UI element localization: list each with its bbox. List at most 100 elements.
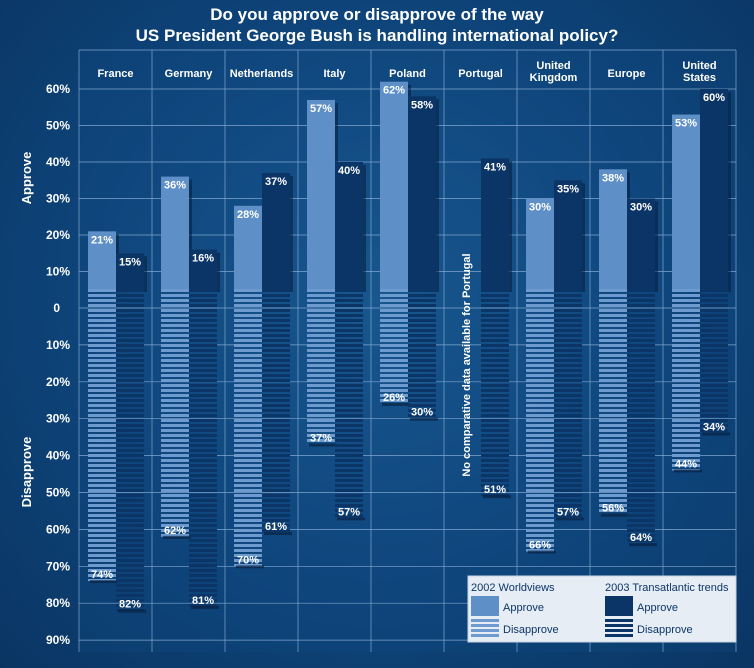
bar-2002-approve-france-value: 21% xyxy=(91,234,113,246)
bar-shadow xyxy=(264,532,292,536)
legend-swatch-2002-disapprove-stripe xyxy=(471,629,499,632)
bar-2002-approve-netherlands xyxy=(234,205,262,289)
bar-2003-approve-netherlands xyxy=(262,172,290,289)
bar-2003-approve-france xyxy=(116,253,144,289)
y-tick-label: 90% xyxy=(46,633,70,647)
bar-2003-disapprove-portugal xyxy=(481,289,509,497)
legend-swatch-2002-disapprove-stripe xyxy=(471,624,499,627)
legend-label-2003-approve: Approve xyxy=(637,602,678,614)
bar-2003-disapprove-poland xyxy=(408,289,436,417)
bar-shadow xyxy=(191,605,219,609)
bar-2003-disapprove-europe-value: 64% xyxy=(630,532,652,544)
bar-2002-approve-france xyxy=(88,231,116,289)
category-label: Portugal xyxy=(458,68,503,80)
category-label: Netherlands xyxy=(230,68,294,80)
legend-swatch-2003-disapprove-stripe xyxy=(605,619,633,622)
bar-2002-disapprove-united-kingdom xyxy=(526,289,554,552)
bar-2003-disapprove-netherlands-value: 61% xyxy=(265,521,287,533)
y-tick-label: 20% xyxy=(46,375,70,389)
category-label: Europe xyxy=(608,68,646,80)
bar-shadow xyxy=(483,495,511,499)
chart-title-line-1: Do you approve or disapprove of the way xyxy=(210,5,544,24)
y-tick-label: 30% xyxy=(46,412,70,426)
bar-2002-approve-europe xyxy=(599,169,627,289)
bar-2003-approve-germany-value: 16% xyxy=(192,253,214,265)
y-tick-label: 20% xyxy=(46,228,70,242)
bar-2002-disapprove-europe-value: 56% xyxy=(602,503,624,515)
legend-swatch-2003-disapprove-stripe xyxy=(605,629,633,632)
bar-2002-approve-germany-value: 36% xyxy=(164,180,186,192)
bar-2003-approve-italy-value: 40% xyxy=(338,165,360,177)
bar-2002-disapprove-poland-value: 26% xyxy=(383,392,405,404)
bar-2002-disapprove-france xyxy=(88,289,116,582)
bar-2003-disapprove-netherlands xyxy=(262,289,290,532)
bar-2002-disapprove-netherlands xyxy=(234,289,262,567)
legend-swatch-2002-disapprove-stripe xyxy=(471,634,499,637)
bar-2003-approve-europe-value: 30% xyxy=(630,202,652,214)
bar-2002-approve-united-states-value: 53% xyxy=(675,118,697,130)
legend-swatch-2002-disapprove-stripe xyxy=(471,619,499,622)
bar-shadow xyxy=(674,469,702,473)
bar-2003-disapprove-italy-value: 57% xyxy=(338,506,360,518)
category-label: Poland xyxy=(389,68,426,80)
bar-2003-disapprove-portugal-value: 51% xyxy=(484,484,506,496)
y-tick-label: 0 xyxy=(53,301,60,315)
bar-2002-approve-germany xyxy=(161,176,189,289)
bar-2003-disapprove-france-value: 82% xyxy=(119,599,141,611)
bar-shadow xyxy=(410,417,438,421)
y-tick-label: 30% xyxy=(46,192,70,206)
y-axis-label-disapprove: Disapprove xyxy=(19,437,34,508)
bar-2002-approve-italy-value: 57% xyxy=(310,103,332,115)
y-tick-label: 50% xyxy=(46,119,70,133)
y-axis-label-approve: Approve xyxy=(19,152,34,205)
category-label: Kingdom xyxy=(530,72,578,84)
bar-2003-disapprove-united-kingdom xyxy=(554,289,582,517)
bar-2002-approve-europe-value: 38% xyxy=(602,172,624,184)
category-label: Italy xyxy=(323,68,346,80)
y-tick-label: 40% xyxy=(46,449,70,463)
bar-2003-approve-europe xyxy=(627,198,655,289)
bar-2003-approve-germany xyxy=(189,249,217,289)
bar-shadow xyxy=(556,517,584,521)
bar-2002-approve-united-kingdom-value: 30% xyxy=(529,202,551,214)
bar-2003-approve-france-value: 15% xyxy=(119,256,141,268)
legend-swatch-2003-approve xyxy=(605,596,633,616)
bar-2003-approve-portugal-value: 41% xyxy=(484,161,506,173)
category-label: Germany xyxy=(165,68,214,80)
bar-2002-disapprove-germany xyxy=(161,289,189,537)
bar-2002-disapprove-france-value: 74% xyxy=(91,569,113,581)
category-label: France xyxy=(97,68,133,80)
y-tick-label: 10% xyxy=(46,338,70,352)
bar-2002-approve-poland xyxy=(380,81,408,289)
bar-2002-approve-italy xyxy=(307,99,335,289)
bar-2003-disapprove-poland-value: 30% xyxy=(411,407,433,419)
bar-2002-approve-poland-value: 62% xyxy=(383,85,405,97)
legend-title-2003: 2003 Transatlantic trends xyxy=(605,582,729,594)
bar-2003-approve-portugal xyxy=(481,158,509,289)
y-tick-label: 40% xyxy=(46,155,70,169)
legend-box xyxy=(467,575,737,643)
bar-2002-approve-united-states xyxy=(672,114,700,289)
y-tick-label: 60% xyxy=(46,82,70,96)
y-tick-label: 50% xyxy=(46,486,70,500)
bar-2003-approve-poland-value: 58% xyxy=(411,99,433,111)
bar-shadow xyxy=(702,432,730,436)
bar-2003-approve-poland xyxy=(408,96,436,289)
y-tick-label: 70% xyxy=(46,559,70,573)
bar-2003-disapprove-united-kingdom-value: 57% xyxy=(557,506,579,518)
legend-swatch-2002-approve xyxy=(471,596,499,616)
legend-label-2002-approve: Approve xyxy=(503,602,544,614)
bar-2002-approve-netherlands-value: 28% xyxy=(237,209,259,221)
bar-2002-disapprove-netherlands-value: 70% xyxy=(237,554,259,566)
bar-2003-approve-united-kingdom-value: 35% xyxy=(557,183,579,195)
legend-swatch-2003-disapprove-stripe xyxy=(605,634,633,637)
bar-2003-approve-italy xyxy=(335,162,363,289)
bar-shadow xyxy=(528,550,556,554)
bar-2003-disapprove-europe xyxy=(627,289,655,542)
legend-label-2002-disapprove: Disapprove xyxy=(503,624,559,636)
bar-shadow xyxy=(309,443,337,447)
bar-2003-approve-united-states-value: 60% xyxy=(703,92,725,104)
category-label: United xyxy=(536,60,570,72)
